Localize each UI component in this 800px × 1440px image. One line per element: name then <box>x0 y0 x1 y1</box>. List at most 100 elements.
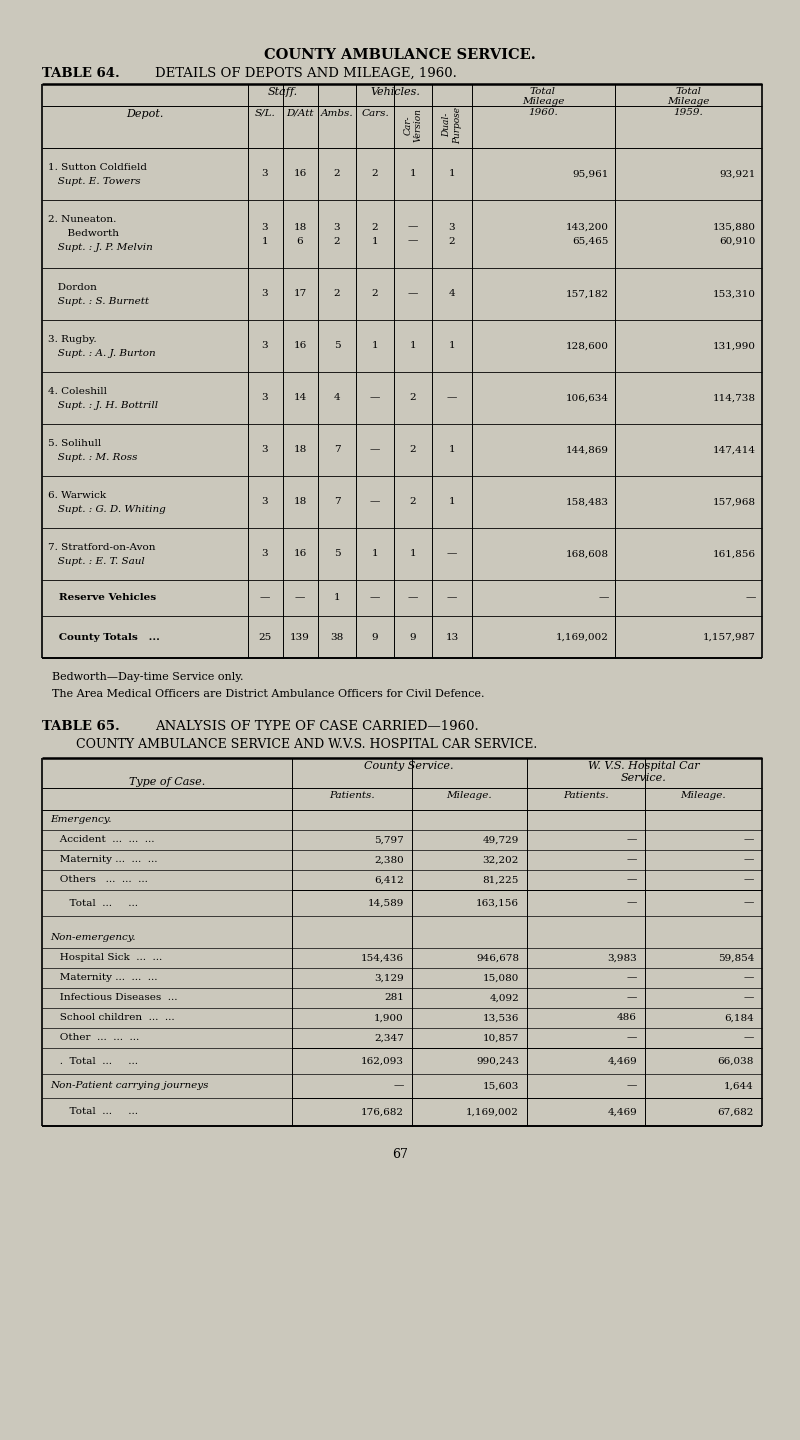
Text: 1: 1 <box>449 170 455 179</box>
Text: 9: 9 <box>372 632 378 641</box>
Text: 135,880: 135,880 <box>713 223 756 232</box>
Text: Supt. : J. H. Bottrill: Supt. : J. H. Bottrill <box>48 400 158 409</box>
Text: 147,414: 147,414 <box>713 445 756 455</box>
Text: —: — <box>626 855 637 864</box>
Text: 3: 3 <box>262 341 268 350</box>
Text: 38: 38 <box>330 632 344 641</box>
Text: Maternity ...  ...  ...: Maternity ... ... ... <box>50 973 158 982</box>
Text: —: — <box>744 876 754 884</box>
Text: —: — <box>370 445 380 455</box>
Text: 15,080: 15,080 <box>482 973 519 982</box>
Text: —: — <box>370 593 380 602</box>
Text: 67,682: 67,682 <box>718 1107 754 1116</box>
Text: 1: 1 <box>449 445 455 455</box>
Text: —: — <box>626 899 637 907</box>
Text: Supt. E. Towers: Supt. E. Towers <box>48 177 141 186</box>
Text: —: — <box>626 973 637 982</box>
Text: 2: 2 <box>410 445 416 455</box>
Text: —: — <box>408 289 418 298</box>
Text: 1: 1 <box>449 497 455 507</box>
Text: 3,129: 3,129 <box>374 973 404 982</box>
Text: 16: 16 <box>294 550 306 559</box>
Text: 3: 3 <box>262 393 268 403</box>
Text: D/Att: D/Att <box>286 109 314 118</box>
Text: 106,634: 106,634 <box>566 393 609 403</box>
Text: Accident  ...  ...  ...: Accident ... ... ... <box>50 835 154 844</box>
Text: Other  ...  ...  ...: Other ... ... ... <box>50 1034 139 1043</box>
Text: 1: 1 <box>372 550 378 559</box>
Text: .  Total  ...     ...: . Total ... ... <box>50 1057 138 1066</box>
Text: 16: 16 <box>294 341 306 350</box>
Text: —: — <box>447 593 457 602</box>
Text: Total  ...     ...: Total ... ... <box>50 899 138 907</box>
Text: 5,797: 5,797 <box>374 835 404 844</box>
Text: 6,412: 6,412 <box>374 876 404 884</box>
Text: —: — <box>626 1081 637 1090</box>
Text: W. V.S. Hospital Car
Service.: W. V.S. Hospital Car Service. <box>588 760 700 782</box>
Text: 1: 1 <box>410 341 416 350</box>
Text: 2: 2 <box>372 289 378 298</box>
Text: —: — <box>744 899 754 907</box>
Text: Reserve Vehicles: Reserve Vehicles <box>48 593 156 602</box>
Text: 18: 18 <box>294 497 306 507</box>
Text: 81,225: 81,225 <box>482 876 519 884</box>
Text: 486: 486 <box>617 1014 637 1022</box>
Text: 946,678: 946,678 <box>476 953 519 962</box>
Text: 154,436: 154,436 <box>361 953 404 962</box>
Text: 2: 2 <box>410 497 416 507</box>
Text: —: — <box>447 550 457 559</box>
Text: 128,600: 128,600 <box>566 341 609 350</box>
Text: Cars.: Cars. <box>361 109 389 118</box>
Text: Emergency.: Emergency. <box>50 815 111 825</box>
Text: —: — <box>447 393 457 403</box>
Text: 14: 14 <box>294 393 306 403</box>
Text: Supt. : J. P. Melvin: Supt. : J. P. Melvin <box>48 243 153 252</box>
Text: County Totals   ...: County Totals ... <box>48 632 160 641</box>
Text: —: — <box>626 835 637 844</box>
Text: 1: 1 <box>410 170 416 179</box>
Text: Total
Mileage
1959.: Total Mileage 1959. <box>667 86 709 117</box>
Text: TABLE 64.: TABLE 64. <box>42 68 120 81</box>
Text: —: — <box>626 876 637 884</box>
Text: 18: 18 <box>294 223 306 232</box>
Text: 2: 2 <box>410 393 416 403</box>
Text: Dordon: Dordon <box>48 282 97 291</box>
Text: —: — <box>744 994 754 1002</box>
Text: 7: 7 <box>334 445 340 455</box>
Text: 1,169,002: 1,169,002 <box>556 632 609 641</box>
Text: Non-Patient carrying journeys: Non-Patient carrying journeys <box>50 1081 209 1090</box>
Text: TABLE 65.: TABLE 65. <box>42 720 120 733</box>
Text: 168,608: 168,608 <box>566 550 609 559</box>
Text: 3,983: 3,983 <box>607 953 637 962</box>
Text: 1: 1 <box>262 236 268 245</box>
Text: 4. Coleshill: 4. Coleshill <box>48 386 107 396</box>
Text: School children  ...  ...: School children ... ... <box>50 1014 174 1022</box>
Text: Patients.: Patients. <box>329 791 375 801</box>
Text: 153,310: 153,310 <box>713 289 756 298</box>
Text: 2: 2 <box>334 289 340 298</box>
Text: —: — <box>370 497 380 507</box>
Text: 1: 1 <box>410 550 416 559</box>
Text: Patients.: Patients. <box>563 791 609 801</box>
Text: 2: 2 <box>334 170 340 179</box>
Text: 4: 4 <box>334 393 340 403</box>
Text: 1,169,002: 1,169,002 <box>466 1107 519 1116</box>
Text: 4: 4 <box>449 289 455 298</box>
Text: 6,184: 6,184 <box>724 1014 754 1022</box>
Text: Dual-
Purpose: Dual- Purpose <box>442 107 462 144</box>
Text: Others   ...  ...  ...: Others ... ... ... <box>50 876 148 884</box>
Text: 6: 6 <box>297 236 303 245</box>
Text: 1: 1 <box>372 341 378 350</box>
Text: 2: 2 <box>449 236 455 245</box>
Text: 2: 2 <box>334 236 340 245</box>
Text: 2,380: 2,380 <box>374 855 404 864</box>
Text: 158,483: 158,483 <box>566 497 609 507</box>
Text: Supt. : E. T. Saul: Supt. : E. T. Saul <box>48 556 145 566</box>
Text: Vehicles.: Vehicles. <box>370 86 420 96</box>
Text: 17: 17 <box>294 289 306 298</box>
Text: 176,682: 176,682 <box>361 1107 404 1116</box>
Text: 6. Warwick: 6. Warwick <box>48 491 106 500</box>
Text: 131,990: 131,990 <box>713 341 756 350</box>
Text: 1: 1 <box>372 236 378 245</box>
Text: Total  ...     ...: Total ... ... <box>50 1107 138 1116</box>
